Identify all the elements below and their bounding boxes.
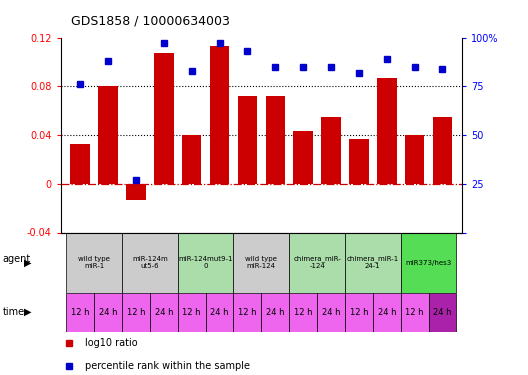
Bar: [349, 139, 369, 184]
Text: time: time: [3, 307, 25, 317]
Bar: [289, 232, 345, 292]
Text: 24 h: 24 h: [322, 308, 340, 316]
Text: ▶: ▶: [24, 307, 31, 317]
Bar: [373, 292, 401, 332]
Bar: [150, 292, 178, 332]
Text: 24 h: 24 h: [99, 308, 117, 316]
Bar: [317, 292, 345, 332]
Bar: [266, 96, 285, 184]
Text: 12 h: 12 h: [183, 308, 201, 316]
Bar: [98, 86, 118, 184]
Text: 24 h: 24 h: [210, 308, 229, 316]
Bar: [433, 117, 452, 184]
Bar: [210, 46, 229, 184]
Text: miR373/hes3: miR373/hes3: [406, 260, 451, 266]
Bar: [122, 292, 150, 332]
Bar: [345, 232, 401, 292]
Bar: [345, 292, 373, 332]
Text: 12 h: 12 h: [238, 308, 257, 316]
Text: miR-124mut9-1
0: miR-124mut9-1 0: [178, 256, 233, 269]
Bar: [126, 184, 146, 200]
Bar: [377, 78, 397, 184]
Bar: [67, 232, 122, 292]
Bar: [178, 292, 205, 332]
Bar: [67, 292, 94, 332]
Bar: [70, 144, 90, 184]
Bar: [154, 53, 174, 184]
Bar: [205, 292, 233, 332]
Text: log10 ratio: log10 ratio: [85, 338, 137, 348]
Bar: [401, 292, 429, 332]
Bar: [405, 135, 425, 184]
Text: 12 h: 12 h: [71, 308, 89, 316]
Text: ▶: ▶: [24, 258, 31, 267]
Text: 12 h: 12 h: [406, 308, 424, 316]
Bar: [289, 292, 317, 332]
Bar: [261, 292, 289, 332]
Text: 12 h: 12 h: [127, 308, 145, 316]
Bar: [233, 232, 289, 292]
Bar: [429, 292, 456, 332]
Text: agent: agent: [3, 254, 31, 264]
Text: percentile rank within the sample: percentile rank within the sample: [85, 362, 250, 371]
Bar: [182, 135, 202, 184]
Text: GDS1858 / 10000634003: GDS1858 / 10000634003: [71, 14, 230, 27]
Text: 12 h: 12 h: [294, 308, 313, 316]
Text: 24 h: 24 h: [433, 308, 452, 316]
Text: wild type
miR-124: wild type miR-124: [246, 256, 277, 269]
Bar: [94, 292, 122, 332]
Text: 24 h: 24 h: [378, 308, 396, 316]
Bar: [233, 292, 261, 332]
Bar: [178, 232, 233, 292]
Bar: [321, 117, 341, 184]
Text: miR-124m
ut5-6: miR-124m ut5-6: [132, 256, 168, 269]
Text: wild type
miR-1: wild type miR-1: [78, 256, 110, 269]
Text: 24 h: 24 h: [155, 308, 173, 316]
Text: 24 h: 24 h: [266, 308, 285, 316]
Text: chimera_miR-1
24-1: chimera_miR-1 24-1: [347, 256, 399, 269]
Bar: [294, 131, 313, 184]
Text: chimera_miR-
-124: chimera_miR- -124: [293, 256, 341, 269]
Text: 12 h: 12 h: [350, 308, 368, 316]
Bar: [122, 232, 178, 292]
Bar: [401, 232, 456, 292]
Bar: [238, 96, 257, 184]
